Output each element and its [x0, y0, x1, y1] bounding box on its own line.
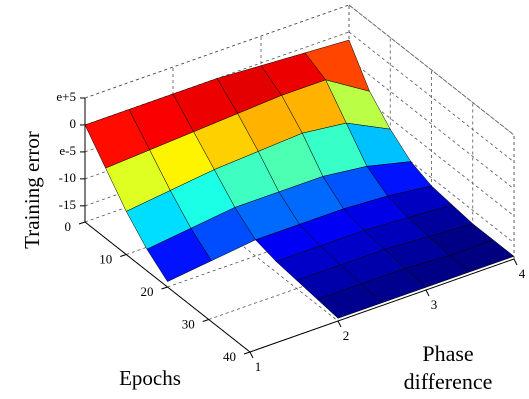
y-tick — [243, 351, 251, 355]
grid-line — [348, 58, 515, 190]
y-tick-label: 20 — [141, 284, 154, 299]
y-tick-label: 10 — [99, 251, 112, 266]
x-tick — [249, 351, 254, 359]
x-tick — [425, 289, 430, 297]
z-tick-label: e-5 — [59, 143, 76, 158]
y-tick — [78, 221, 86, 225]
y-tick — [161, 286, 168, 290]
grid-line — [348, 85, 515, 217]
y-axis-label: Epochs — [119, 366, 181, 390]
y-tick — [120, 254, 127, 257]
grid-line — [172, 190, 339, 322]
grid-line — [348, 31, 515, 163]
x-tick-label: 2 — [343, 328, 350, 343]
x-tick-label: 1 — [255, 359, 262, 374]
y-tick-label: 40 — [223, 349, 236, 364]
z-tick-label: e+5 — [56, 89, 76, 104]
z-tick-label: -10 — [59, 170, 76, 185]
x-axis-label: Phase difference — [403, 341, 493, 394]
grid-line — [348, 112, 515, 244]
x-tick-label: 3 — [431, 297, 438, 312]
x-tick — [513, 258, 518, 266]
y-tick-label: 0 — [65, 219, 72, 234]
x-tick — [337, 320, 342, 328]
surface-patch — [146, 227, 212, 282]
x-tick-label: 4 — [519, 266, 526, 281]
z-axis-label: Training error — [20, 131, 44, 249]
axis-line — [249, 258, 515, 353]
z-tick-label: 0 — [70, 116, 77, 131]
surface-patch — [316, 283, 383, 319]
y-tick — [202, 319, 209, 322]
y-tick-label: 30 — [182, 316, 195, 331]
grid-line — [348, 4, 515, 136]
z-tick-label: -15 — [59, 197, 76, 212]
